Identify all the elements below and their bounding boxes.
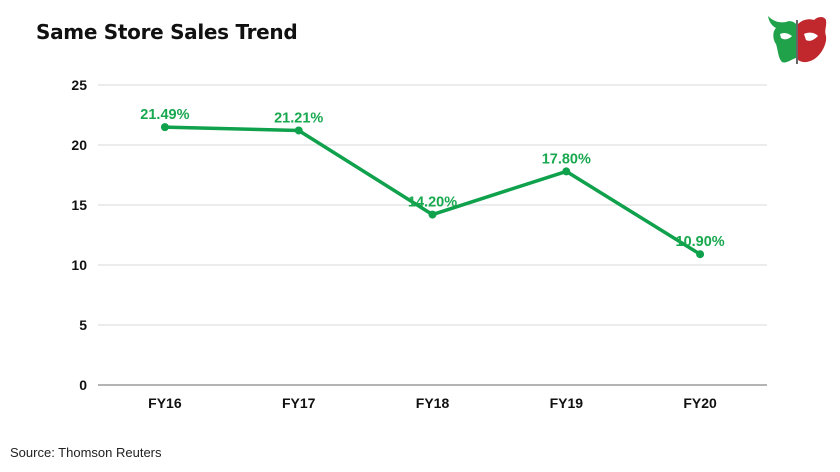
x-tick-label: FY18 — [416, 395, 450, 411]
gridlines — [98, 84, 767, 386]
data-point — [160, 123, 169, 132]
y-tick-label: 20 — [71, 137, 87, 153]
x-axis-ticks: FY16 FY17 FY18 FY19 FY20 — [148, 395, 717, 411]
chart-title: Same Store Sales Trend — [36, 20, 298, 44]
y-tick-label: 0 — [79, 377, 87, 393]
data-points — [160, 123, 705, 259]
data-label: 17.80% — [542, 151, 591, 167]
x-tick-label: FY19 — [550, 395, 584, 411]
bull-bear-logo-icon — [768, 16, 827, 64]
y-tick-label: 10 — [71, 257, 87, 273]
data-point — [696, 250, 705, 259]
data-point — [562, 167, 571, 176]
data-label: 21.21% — [274, 110, 323, 126]
x-tick-label: FY17 — [282, 395, 316, 411]
y-tick-label: 15 — [71, 197, 87, 213]
data-label: 14.20% — [408, 195, 457, 211]
x-tick-label: FY16 — [148, 395, 182, 411]
y-axis-ticks: 0 5 10 15 20 25 — [71, 77, 87, 393]
series-line — [164, 125, 702, 256]
data-label: 21.49% — [140, 107, 189, 123]
y-tick-label: 5 — [79, 317, 87, 333]
series-line-path — [164, 125, 702, 256]
y-tick-label: 25 — [71, 77, 87, 93]
x-tick-label: FY20 — [683, 395, 717, 411]
data-point — [294, 126, 303, 135]
data-labels: 21.49% 21.21% 14.20% 17.80% 10.90% — [140, 107, 724, 250]
data-label: 10.90% — [676, 234, 725, 250]
source-note: Source: Thomson Reuters — [10, 445, 162, 460]
data-point — [428, 210, 437, 219]
